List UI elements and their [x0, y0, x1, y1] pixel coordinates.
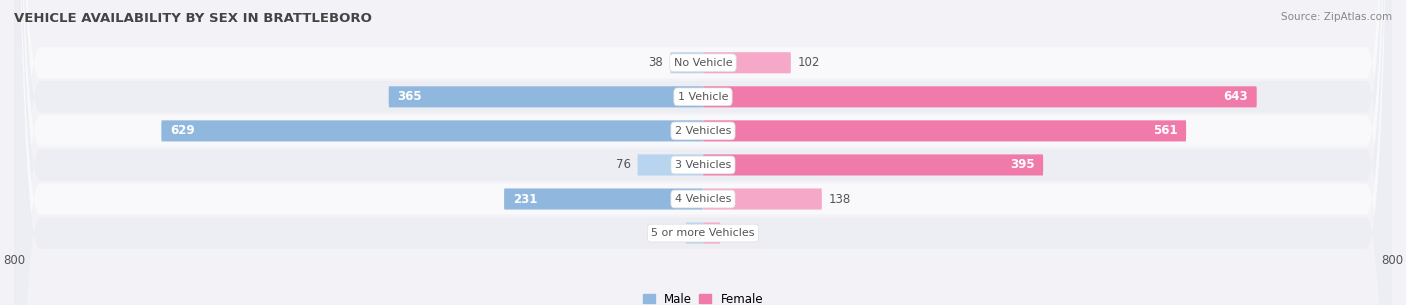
Text: 629: 629 [170, 124, 194, 137]
Text: 2 Vehicles: 2 Vehicles [675, 126, 731, 136]
FancyBboxPatch shape [388, 86, 703, 107]
Text: 102: 102 [797, 56, 820, 69]
FancyBboxPatch shape [14, 0, 1392, 305]
FancyBboxPatch shape [703, 154, 1043, 175]
FancyBboxPatch shape [505, 188, 703, 210]
FancyBboxPatch shape [703, 188, 823, 210]
FancyBboxPatch shape [671, 52, 703, 73]
FancyBboxPatch shape [703, 120, 1187, 142]
Legend: Male, Female: Male, Female [643, 292, 763, 305]
Text: Source: ZipAtlas.com: Source: ZipAtlas.com [1281, 12, 1392, 22]
Text: 38: 38 [648, 56, 664, 69]
Text: 0: 0 [689, 227, 696, 239]
FancyBboxPatch shape [703, 52, 790, 73]
Text: VEHICLE AVAILABILITY BY SEX IN BRATTLEBORO: VEHICLE AVAILABILITY BY SEX IN BRATTLEBO… [14, 12, 373, 25]
Text: 561: 561 [1153, 124, 1177, 137]
FancyBboxPatch shape [14, 0, 1392, 305]
FancyBboxPatch shape [703, 86, 1257, 107]
Text: No Vehicle: No Vehicle [673, 58, 733, 68]
Text: 0: 0 [710, 227, 717, 239]
FancyBboxPatch shape [14, 0, 1392, 305]
Text: 643: 643 [1223, 90, 1249, 103]
Text: 1 Vehicle: 1 Vehicle [678, 92, 728, 102]
Text: 231: 231 [513, 192, 537, 206]
FancyBboxPatch shape [14, 0, 1392, 305]
FancyBboxPatch shape [162, 120, 703, 142]
Text: 3 Vehicles: 3 Vehicles [675, 160, 731, 170]
Text: 138: 138 [828, 192, 851, 206]
Text: 4 Vehicles: 4 Vehicles [675, 194, 731, 204]
FancyBboxPatch shape [14, 0, 1392, 305]
Text: 5 or more Vehicles: 5 or more Vehicles [651, 228, 755, 238]
Text: 76: 76 [616, 159, 631, 171]
FancyBboxPatch shape [637, 154, 703, 175]
Text: 395: 395 [1010, 159, 1035, 171]
FancyBboxPatch shape [686, 223, 703, 244]
FancyBboxPatch shape [14, 0, 1392, 305]
FancyBboxPatch shape [703, 223, 720, 244]
Text: 365: 365 [398, 90, 422, 103]
